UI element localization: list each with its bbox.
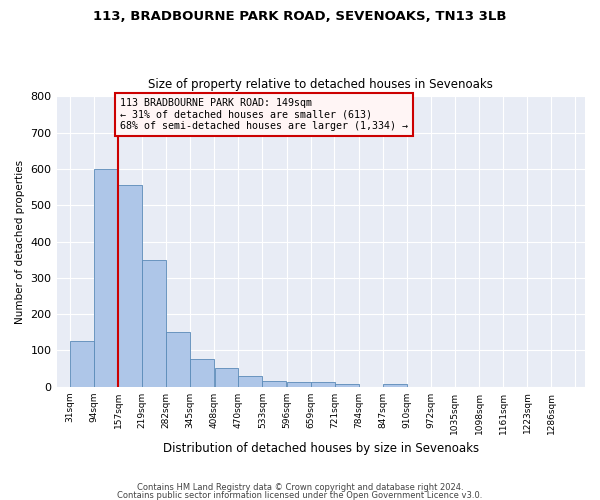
X-axis label: Distribution of detached houses by size in Sevenoaks: Distribution of detached houses by size … bbox=[163, 442, 479, 455]
Bar bbox=[215, 368, 238, 386]
Bar bbox=[262, 381, 286, 386]
Bar bbox=[190, 358, 214, 386]
Bar bbox=[70, 342, 94, 386]
Text: 113, BRADBOURNE PARK ROAD, SEVENOAKS, TN13 3LB: 113, BRADBOURNE PARK ROAD, SEVENOAKS, TN… bbox=[93, 10, 507, 23]
Text: Contains HM Land Registry data © Crown copyright and database right 2024.: Contains HM Land Registry data © Crown c… bbox=[137, 484, 463, 492]
Bar bbox=[335, 384, 359, 386]
Bar bbox=[142, 260, 166, 386]
Text: Contains public sector information licensed under the Open Government Licence v3: Contains public sector information licen… bbox=[118, 490, 482, 500]
Bar bbox=[94, 169, 118, 386]
Y-axis label: Number of detached properties: Number of detached properties bbox=[15, 160, 25, 324]
Bar bbox=[118, 186, 142, 386]
Bar bbox=[311, 382, 335, 386]
Text: 113 BRADBOURNE PARK ROAD: 149sqm
← 31% of detached houses are smaller (613)
68% : 113 BRADBOURNE PARK ROAD: 149sqm ← 31% o… bbox=[120, 98, 408, 132]
Bar bbox=[287, 382, 311, 386]
Title: Size of property relative to detached houses in Sevenoaks: Size of property relative to detached ho… bbox=[148, 78, 493, 91]
Bar bbox=[383, 384, 407, 386]
Bar bbox=[238, 376, 262, 386]
Bar bbox=[166, 332, 190, 386]
